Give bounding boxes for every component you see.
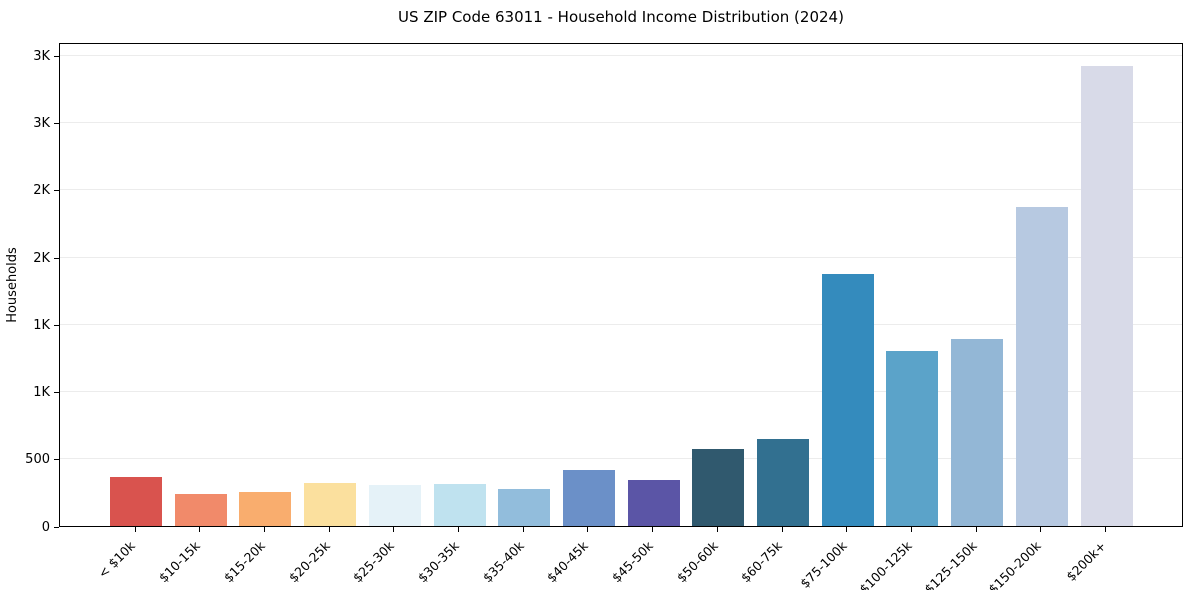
bar <box>951 339 1004 526</box>
gridline <box>60 391 1182 393</box>
x-tick-mark <box>458 527 459 532</box>
bar <box>1080 66 1133 526</box>
gridline <box>60 122 1182 124</box>
bar <box>498 489 551 526</box>
x-tick-mark <box>781 527 783 532</box>
bar <box>110 476 162 526</box>
gridline <box>60 54 1182 56</box>
y-tick-label: 1K <box>33 317 50 333</box>
gridline <box>60 256 1182 258</box>
x-tick-mark <box>328 527 330 532</box>
gridline <box>60 323 1182 325</box>
y-tick-mark <box>54 324 59 326</box>
bar <box>368 485 421 526</box>
y-tick-mark <box>54 526 59 528</box>
bar <box>174 494 227 526</box>
x-tick-mark <box>652 527 654 532</box>
bar <box>562 469 615 526</box>
y-tick-label: 0 <box>41 519 50 535</box>
bar <box>886 350 939 526</box>
x-tick-mark <box>910 527 912 532</box>
y-tick-mark <box>54 392 59 394</box>
x-tick-mark <box>716 527 718 532</box>
y-tick-label: 1K <box>33 385 50 401</box>
y-tick-mark <box>54 190 59 192</box>
y-tick-label: 2K <box>33 250 50 266</box>
bar <box>821 273 874 526</box>
bar <box>1015 207 1068 526</box>
y-tick-label: 3K <box>33 116 50 132</box>
x-tick-mark <box>1040 527 1042 532</box>
bar <box>304 482 357 526</box>
x-tick-mark <box>1105 527 1106 532</box>
x-tick-mark <box>393 527 395 532</box>
x-tick-mark <box>522 527 524 532</box>
bar <box>757 438 809 526</box>
y-tick-label: 2K <box>33 183 50 199</box>
bar <box>627 480 680 526</box>
x-tick-mark <box>199 527 201 532</box>
y-tick-mark <box>54 123 59 125</box>
x-tick-mark <box>846 527 848 532</box>
y-tick-mark <box>54 55 59 57</box>
y-tick-mark <box>54 459 59 461</box>
bar <box>433 484 486 526</box>
y-tick-label: 3K <box>33 48 50 64</box>
x-tick-mark <box>975 527 977 532</box>
plot-area <box>59 43 1183 527</box>
y-tick-label: 500 <box>25 452 50 468</box>
x-tick-mark <box>134 527 136 532</box>
x-tick-mark <box>587 527 589 532</box>
bar <box>239 492 292 526</box>
chart-title: US ZIP Code 63011 - Household Income Dis… <box>398 8 844 26</box>
gridline <box>60 189 1182 191</box>
gridline <box>60 458 1182 460</box>
bar <box>692 448 745 526</box>
y-tick-mark <box>54 257 59 259</box>
x-tick-mark <box>263 527 265 532</box>
